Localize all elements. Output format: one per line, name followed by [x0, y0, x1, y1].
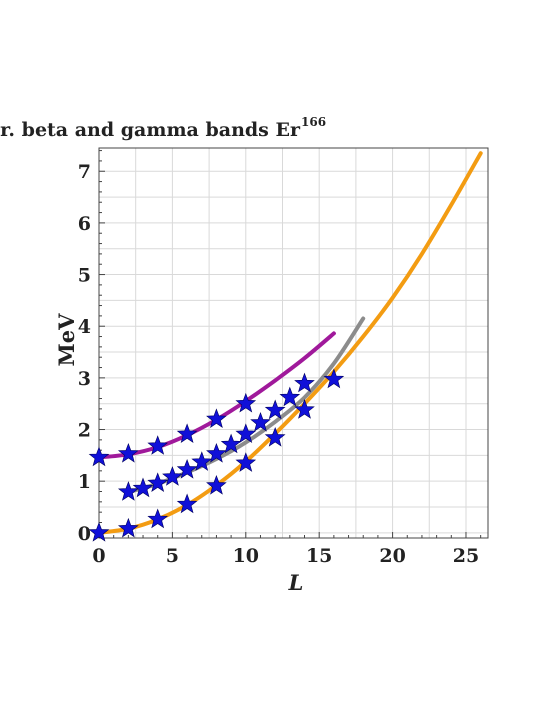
y-tick-label: 2 — [78, 420, 91, 442]
data-point-star — [323, 368, 345, 389]
data-point-star — [235, 452, 257, 472]
x-axis-label: L — [288, 570, 304, 595]
data-point-star — [206, 474, 227, 495]
data-point-star — [279, 386, 301, 407]
data-point-star — [235, 423, 257, 443]
data-point-star — [235, 392, 257, 413]
data-point-star — [162, 466, 183, 486]
y-axis-ticks: 0 1 2 3 4 5 6 7 — [78, 150, 105, 545]
data-point-star — [132, 477, 154, 498]
data-point-star — [264, 426, 286, 447]
plot-frame — [98, 147, 489, 539]
data-point-star — [220, 433, 242, 454]
data-point-star — [294, 399, 315, 419]
x-tick-label: 0 — [92, 545, 105, 567]
data-point-star — [176, 493, 198, 514]
x-tick-label: 10 — [233, 545, 259, 567]
y-tick-label: 7 — [78, 161, 91, 183]
data-point-star — [176, 423, 198, 443]
data-point-star — [264, 399, 286, 420]
data-point-star — [117, 517, 139, 538]
x-tick-label: 25 — [453, 545, 479, 567]
data-point-star — [117, 481, 139, 501]
chart-title: gr. beta and gamma bands Er — [0, 119, 301, 141]
data-points — [88, 368, 345, 542]
y-tick-label: 3 — [78, 368, 91, 390]
x-tick-label: 20 — [379, 545, 405, 567]
data-point-star — [88, 521, 110, 542]
data-point-star — [206, 442, 227, 463]
y-tick-label: 0 — [78, 523, 91, 545]
data-point-star — [147, 472, 169, 492]
y-tick-label: 5 — [78, 265, 91, 287]
y-tick-label: 4 — [78, 316, 91, 338]
data-point-star — [176, 458, 198, 479]
data-point-star — [117, 442, 139, 463]
data-point-star — [147, 508, 169, 529]
x-axis-ticks: 0 5 10 15 20 25 — [92, 532, 482, 567]
data-point-star — [206, 408, 227, 428]
y-tick-label: 1 — [78, 471, 91, 493]
data-point-star — [250, 411, 271, 432]
x-tick-label: 15 — [306, 545, 332, 567]
y-tick-label: 6 — [78, 213, 91, 235]
data-point-star — [191, 451, 213, 471]
data-point-star — [88, 446, 110, 467]
y-axis-label: MeV — [54, 313, 79, 367]
data-point-star — [147, 435, 169, 455]
chart-title-superscript: 166 — [301, 115, 326, 129]
data-point-star — [294, 372, 315, 393]
x-tick-label: 5 — [166, 545, 179, 567]
